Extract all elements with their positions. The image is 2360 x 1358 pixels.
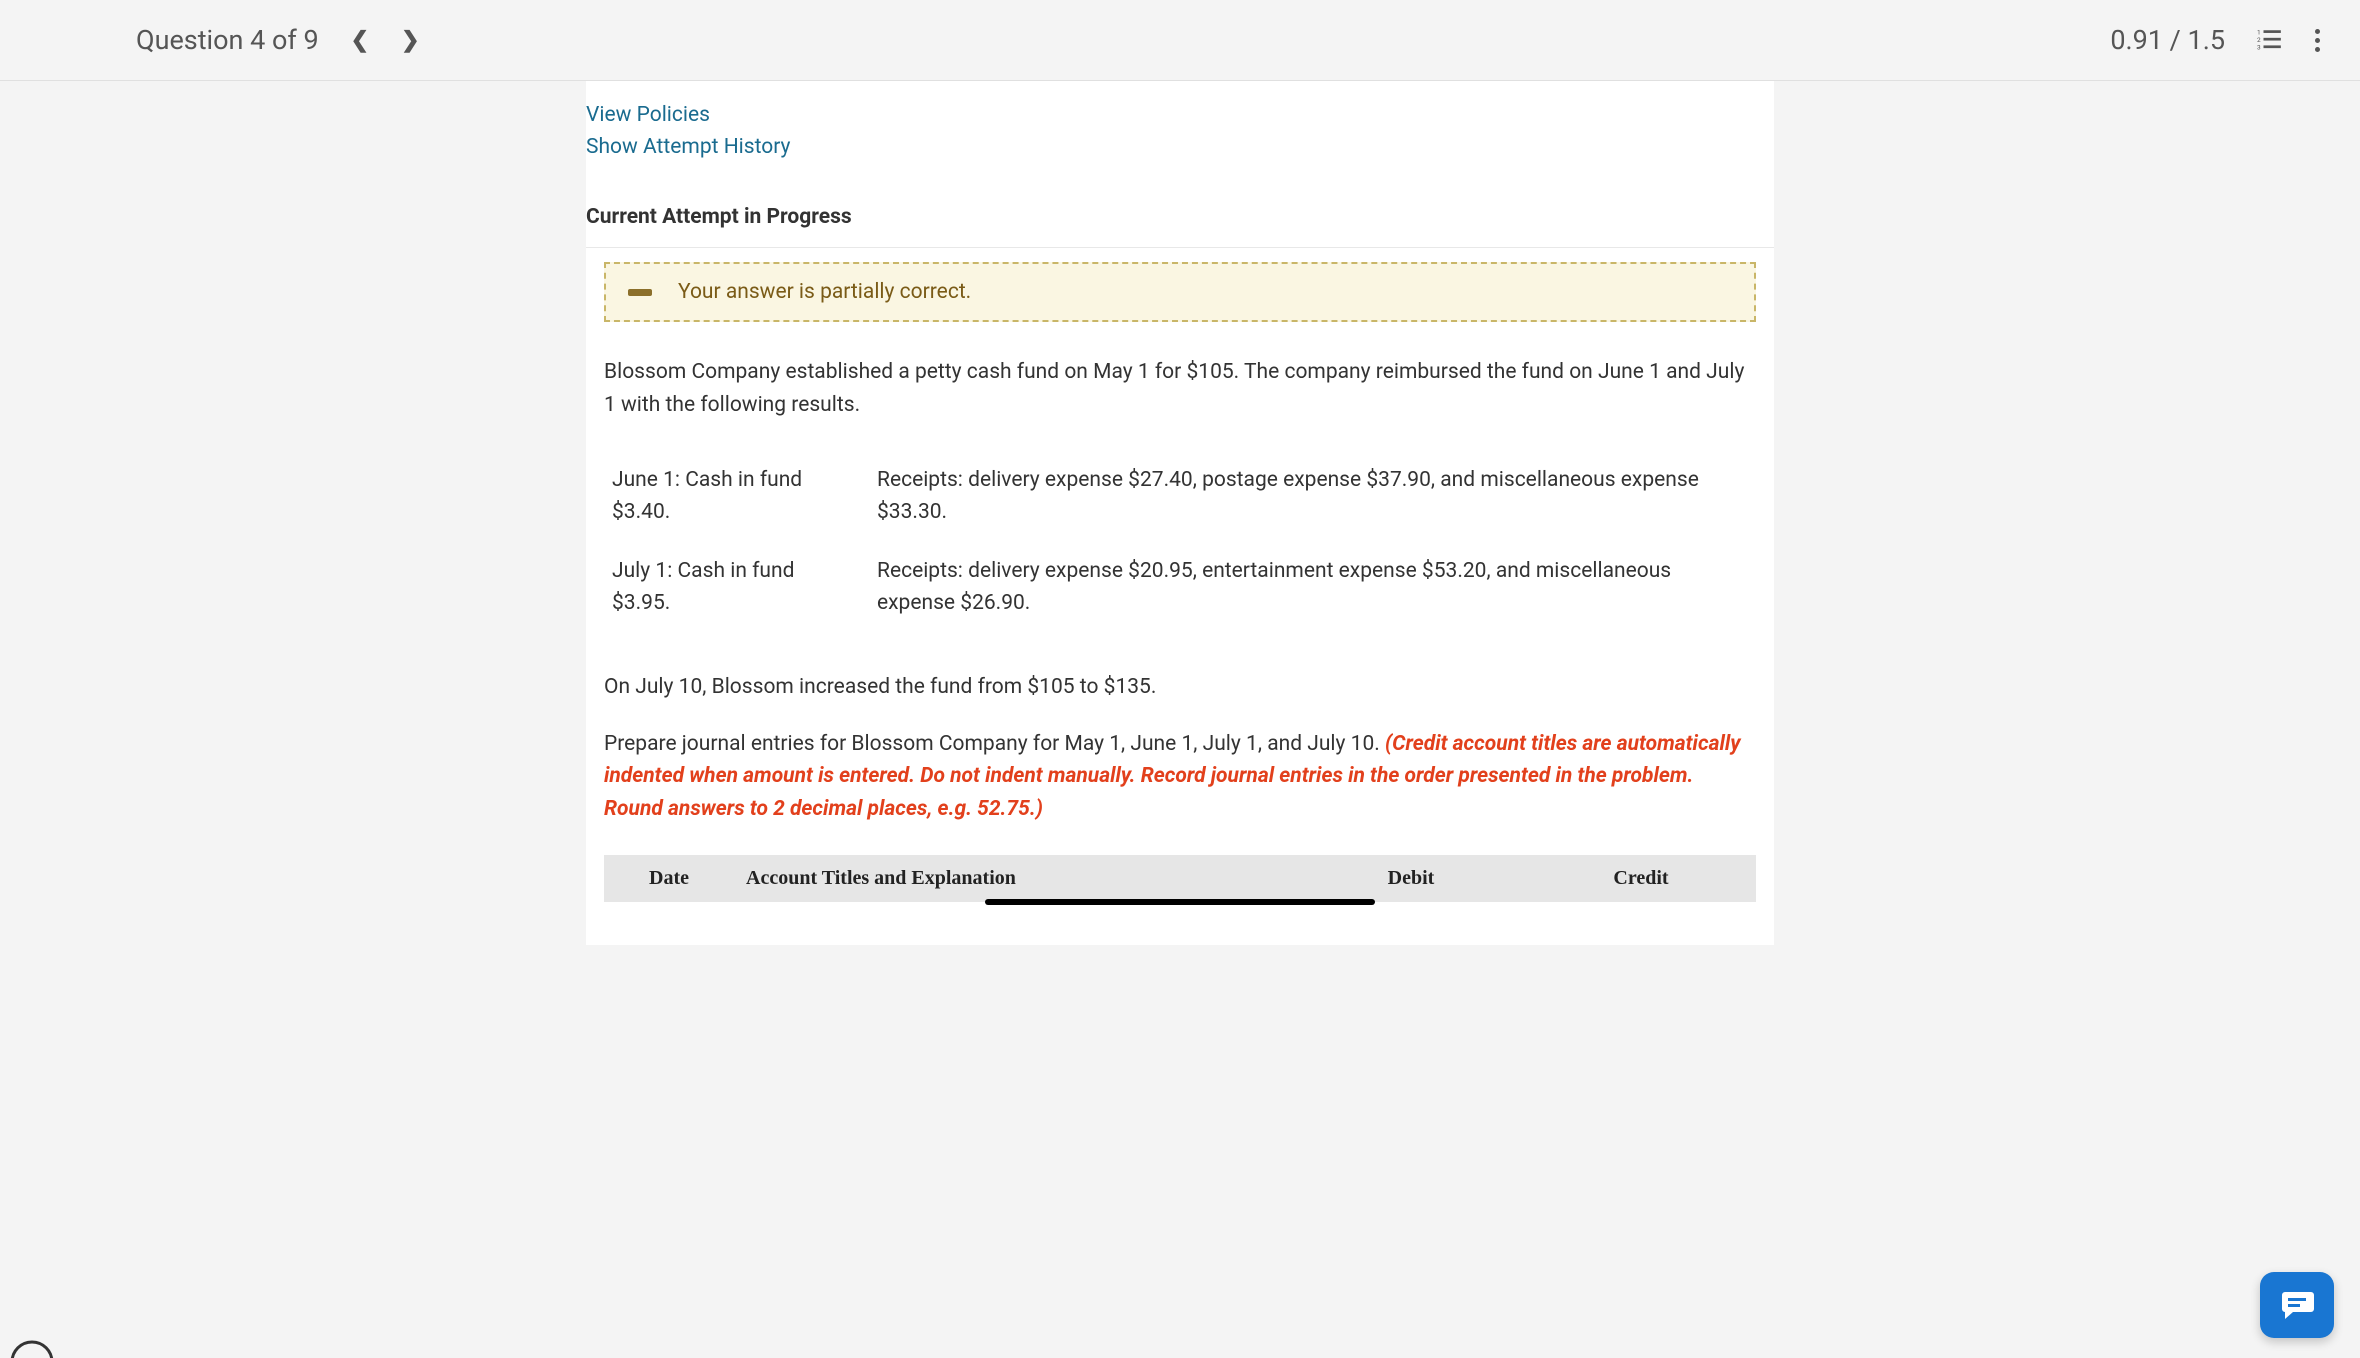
feedback-banner: Your answer is partially correct. bbox=[604, 262, 1756, 322]
journal-entry-table: Date Account Titles and Explanation Debi… bbox=[604, 855, 1756, 902]
table-row: July 1: Cash in fund $3.95. Receipts: de… bbox=[604, 542, 1756, 633]
question-title: Question 4 of 9 bbox=[136, 24, 319, 56]
view-policies-link[interactable]: View Policies bbox=[586, 99, 1774, 131]
chat-button[interactable] bbox=[2260, 1272, 2334, 1338]
show-attempt-history-link[interactable]: Show Attempt History bbox=[586, 131, 1774, 163]
score-display: 0.91 / 1.5 bbox=[2110, 24, 2225, 56]
table-row: June 1: Cash in fund $3.40. Receipts: de… bbox=[604, 451, 1756, 542]
instructions-text: Prepare journal entries for Blossom Comp… bbox=[586, 728, 1774, 856]
col-header-date: Date bbox=[604, 855, 734, 902]
partial-correct-icon bbox=[628, 289, 652, 296]
question-content: View Policies Show Attempt History Curre… bbox=[586, 81, 1774, 945]
partial-circle-icon bbox=[8, 1332, 56, 1358]
svg-text:3: 3 bbox=[2257, 44, 2261, 51]
horizontal-scrollbar[interactable] bbox=[985, 899, 1375, 905]
col-header-credit: Credit bbox=[1526, 855, 1756, 902]
prev-question-button[interactable]: ❮ bbox=[351, 28, 369, 53]
next-question-button[interactable]: ❯ bbox=[401, 28, 419, 53]
cash-in-fund-label: June 1: Cash in fund $3.40. bbox=[612, 465, 877, 528]
fund-increase-text: On July 10, Blossom increased the fund f… bbox=[586, 665, 1774, 728]
attempt-heading: Current Attempt in Progress bbox=[586, 177, 1774, 247]
question-nav: ❮ ❯ bbox=[351, 28, 420, 53]
more-options-button[interactable] bbox=[2315, 29, 2320, 52]
col-header-account: Account Titles and Explanation bbox=[734, 855, 1296, 902]
receipts-details: June 1: Cash in fund $3.40. Receipts: de… bbox=[604, 451, 1756, 633]
question-list-button[interactable]: 1 2 3 bbox=[2257, 29, 2283, 51]
instructions-lead: Prepare journal entries for Blossom Comp… bbox=[604, 732, 1385, 756]
chat-icon bbox=[2279, 1288, 2315, 1322]
receipts-label: Receipts: delivery expense $20.95, enter… bbox=[877, 556, 1748, 619]
cash-in-fund-label: July 1: Cash in fund $3.95. bbox=[612, 556, 877, 619]
col-header-debit: Debit bbox=[1296, 855, 1526, 902]
question-topbar: Question 4 of 9 ❮ ❯ 0.91 / 1.5 1 2 3 bbox=[0, 0, 2360, 81]
problem-intro: Blossom Company established a petty cash… bbox=[586, 350, 1774, 445]
feedback-message: Your answer is partially correct. bbox=[678, 280, 971, 304]
numbered-list-icon: 1 2 3 bbox=[2257, 29, 2283, 51]
receipts-label: Receipts: delivery expense $27.40, posta… bbox=[877, 465, 1748, 528]
more-vertical-icon bbox=[2315, 29, 2320, 34]
section-divider bbox=[586, 247, 1774, 248]
